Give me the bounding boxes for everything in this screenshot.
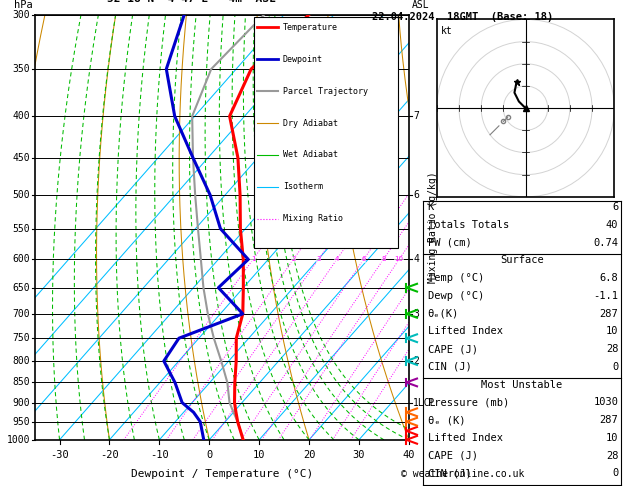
Text: 1: 1 [251,257,255,262]
Text: Dewp (°C): Dewp (°C) [428,291,484,301]
Text: © weatheronline.co.uk: © weatheronline.co.uk [401,469,524,479]
Text: Isotherm: Isotherm [282,182,323,191]
Text: 7: 7 [413,111,419,121]
Text: Temperature: Temperature [282,23,338,32]
Text: 0.74: 0.74 [593,238,618,248]
Text: CIN (J): CIN (J) [428,362,472,372]
Text: 8: 8 [381,257,386,262]
Text: 287: 287 [599,415,618,425]
Text: 2: 2 [291,257,296,262]
Text: Mixing Ratio: Mixing Ratio [282,214,343,223]
Text: hPa: hPa [14,0,33,10]
Text: θₑ(K): θₑ(K) [428,309,459,319]
Text: Temp (°C): Temp (°C) [428,273,484,283]
Text: 0: 0 [612,362,618,372]
Text: 2: 2 [413,356,419,366]
Text: km
ASL: km ASL [412,0,430,10]
Text: -20: -20 [100,451,119,460]
Text: 750: 750 [13,333,30,343]
Text: θₑ (K): θₑ (K) [428,415,465,425]
Text: Dry Adiabat: Dry Adiabat [282,119,338,127]
Text: 850: 850 [13,378,30,387]
Text: 500: 500 [13,190,30,200]
Text: Wet Adiabat: Wet Adiabat [282,150,338,159]
Text: 10: 10 [253,451,265,460]
Text: Dewpoint / Temperature (°C): Dewpoint / Temperature (°C) [131,469,313,479]
Text: Parcel Trajectory: Parcel Trajectory [282,87,368,96]
Text: 40: 40 [606,220,618,230]
Text: Totals Totals: Totals Totals [428,220,509,230]
Text: 300: 300 [13,10,30,19]
Text: 950: 950 [13,417,30,427]
FancyBboxPatch shape [253,17,398,248]
Text: 20: 20 [303,451,315,460]
Text: 28: 28 [606,451,618,461]
Text: 3: 3 [316,257,321,262]
Text: 0: 0 [612,468,618,478]
Text: 4: 4 [413,254,419,264]
Text: 350: 350 [13,64,30,74]
Text: 52°18'N  4°47'E  −4m  ASL: 52°18'N 4°47'E −4m ASL [108,0,276,4]
Text: 1030: 1030 [593,397,618,407]
Text: Dewpoint: Dewpoint [282,55,323,64]
Text: 10: 10 [606,433,618,443]
Text: K: K [428,202,434,212]
Text: -30: -30 [50,451,69,460]
Text: 30: 30 [353,451,365,460]
Text: 6.8: 6.8 [599,273,618,283]
Text: 28: 28 [606,344,618,354]
Text: Most Unstable: Most Unstable [481,380,563,390]
Text: Surface: Surface [500,256,544,265]
Text: 1LCL: 1LCL [413,398,437,408]
Text: Mixing Ratio (g/kg): Mixing Ratio (g/kg) [428,172,438,283]
Text: 1000: 1000 [6,435,30,445]
Text: 10: 10 [394,257,404,262]
Text: Pressure (mb): Pressure (mb) [428,397,509,407]
Text: 6: 6 [612,202,618,212]
Text: CAPE (J): CAPE (J) [428,451,477,461]
Text: 700: 700 [13,309,30,319]
Text: CAPE (J): CAPE (J) [428,344,477,354]
Text: CIN (J): CIN (J) [428,468,472,478]
Text: 800: 800 [13,356,30,366]
Text: 600: 600 [13,254,30,264]
Text: 400: 400 [13,111,30,121]
Text: 10: 10 [606,327,618,336]
Text: 550: 550 [13,224,30,234]
Text: 40: 40 [403,451,415,460]
Text: -1.1: -1.1 [593,291,618,301]
Text: 4: 4 [335,257,339,262]
Text: -10: -10 [150,451,169,460]
Text: 6: 6 [362,257,366,262]
Text: 0: 0 [206,451,213,460]
Text: 900: 900 [13,398,30,408]
Text: Lifted Index: Lifted Index [428,327,503,336]
Text: PW (cm): PW (cm) [428,238,472,248]
Text: 3: 3 [413,309,419,319]
Text: 450: 450 [13,153,30,163]
Text: 6: 6 [413,190,419,200]
Text: kt: kt [442,26,453,36]
Text: 650: 650 [13,283,30,293]
Text: Lifted Index: Lifted Index [428,433,503,443]
Text: 22.04.2024  18GMT  (Base: 18): 22.04.2024 18GMT (Base: 18) [372,12,553,22]
Text: 287: 287 [599,309,618,319]
